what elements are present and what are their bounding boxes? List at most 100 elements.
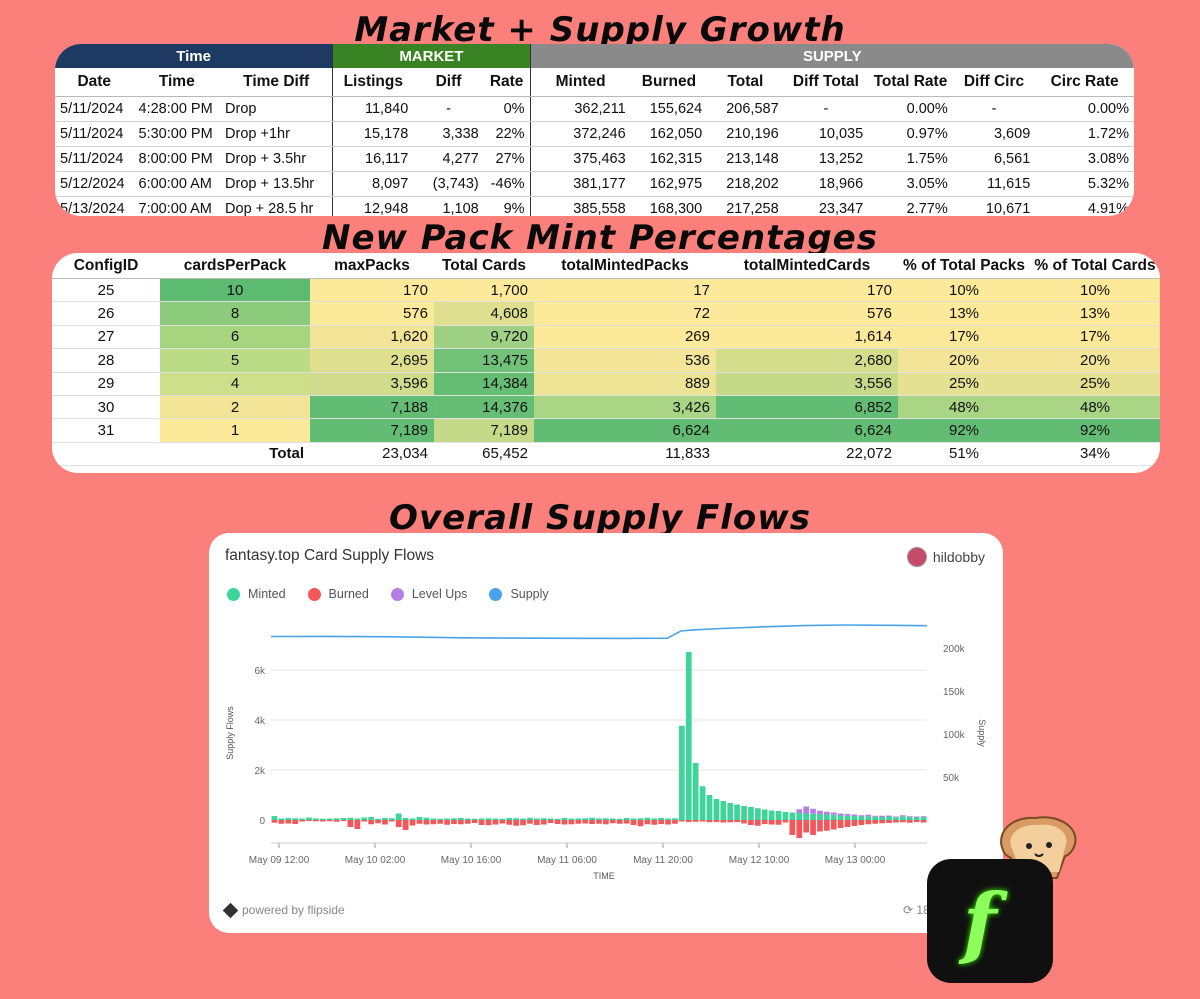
table-row: 25 10 170 1,700 17 170 10% 10% [52,278,1160,303]
burned-bar [837,820,844,828]
chart-author[interactable]: hildobby [906,547,985,567]
level-up-bar [872,815,879,817]
minted-bar [754,808,761,820]
table-cell: 10,035 [783,121,869,147]
growth-header-cell: Diff Total [783,68,869,97]
legend-burned[interactable]: Burned [307,587,369,601]
table-cell: 3,609 [952,121,1036,147]
burned-bar [706,820,713,823]
minted-bar [817,814,823,820]
level-up-bar [893,816,899,818]
minted-bar [527,817,533,820]
burned-bar [879,820,885,824]
burned-bar [464,820,471,824]
minted-bar [616,818,623,820]
level-up-bar [920,816,927,817]
table-row: 31 1 7,189 7,189 6,624 6,624 92% 92% [52,418,1160,443]
burned-bar [886,820,892,823]
burned-bar [451,820,457,824]
legend-supply[interactable]: Supply [489,587,549,601]
table-cell: 4 [160,372,310,396]
y2-tick-label: 50k [943,773,960,784]
table-cell: 25 [52,278,160,303]
burned-bar [637,820,644,827]
minted-bar [596,818,602,820]
table-cell: 162,315 [630,146,708,172]
minted-bar [893,817,899,820]
minted-bar [720,801,727,820]
growth-table-card: Time MARKET SUPPLY Date Time Time Diff List… [55,44,1134,216]
burned-bar [444,820,450,825]
legend-label-supply: Supply [510,587,549,601]
burned-bar [568,820,575,825]
table-cell: 4,277 [413,146,484,172]
burned-bar [299,820,305,822]
y-tick-label: 2k [254,766,266,777]
legend-minted[interactable]: Minted [227,587,286,601]
burned-bar [458,820,464,825]
y-tick-label: 0 [259,816,265,827]
table-cell: 10 [160,278,310,303]
burned-bar [354,820,361,829]
table-cell: 381,177 [530,171,631,197]
minted-bar [520,818,526,820]
burned-bar [589,820,595,824]
total-row: Total 23,034 65,452 11,833 22,072 51% 34% [52,441,1160,467]
legend-dot-supply [489,587,503,601]
minted-bar [382,818,388,820]
table-cell: 6 [160,325,310,350]
table-cell: 8:00:00 PM [133,146,221,172]
group-time: Time [55,44,334,68]
x-axis-label: TIME [593,871,615,881]
table-cell: 17 [534,278,716,303]
table-cell: 213,148 [707,146,784,172]
table-cell: - [783,96,869,122]
table-cell: 26 [52,301,160,326]
y-axis-label: Supply Flows [225,706,235,760]
burned-bar [824,820,830,831]
minted-bar [416,817,423,820]
minted-bar [872,816,879,820]
minted-bar [782,812,789,820]
minted-bar [554,818,561,820]
table-cell: 6:00:00 AM [133,171,221,197]
title-market-supply-growth: Market + Supply Growth [354,10,846,50]
table-cell: 29 [52,372,160,396]
level-up-bar [906,816,913,817]
minted-bar [395,813,402,820]
table-row: 5/13/2024 7:00:00 AM Dop + 28.5 hr 12,948 1,… [55,196,1134,216]
burned-bar [768,820,775,825]
total-cell: 11,833 [534,441,716,467]
burned-bar [395,820,402,827]
table-row: 5/11/2024 5:30:00 PM Drop +1hr 15,178 3,338 2… [55,121,1134,147]
supply-line [270,624,928,640]
minted-bar [879,817,885,820]
growth-table: Time MARKET SUPPLY Date Time Time Diff List… [55,44,1134,216]
burned-bar [423,820,430,825]
minted-bar [830,814,837,820]
powered-by[interactable]: powered by flipside [222,902,345,918]
minted-bar [899,816,906,820]
burned-bar [416,820,423,824]
x-tick-label: May 13 00:00 [825,855,886,866]
mint-header-cell: Total Cards [434,253,534,279]
y-tick-label: 4k [254,716,266,727]
table-cell: 3.08% [1035,146,1134,172]
burned-bar [506,820,513,825]
legend-level-ups[interactable]: Level Ups [390,587,467,601]
table-cell: 536 [534,348,716,373]
minted-bar [768,810,775,820]
table-row: 5/12/2024 6:00:00 AM Drop + 13.5hr 8,097 (3,… [55,171,1134,197]
burned-bar [478,820,485,825]
burned-bar [630,820,637,825]
minted-bar [644,817,651,820]
burned-bar [616,820,623,824]
table-cell: 17% [898,325,1030,350]
total-label: Total [160,441,310,467]
table-cell: 6,624 [534,418,716,443]
table-cell: 1,614 [716,325,898,350]
burned-bar [803,820,810,833]
mint-header-cell: ConfigID [52,253,160,279]
table-cell: 206,587 [707,96,784,122]
table-cell: 6,852 [716,395,898,420]
